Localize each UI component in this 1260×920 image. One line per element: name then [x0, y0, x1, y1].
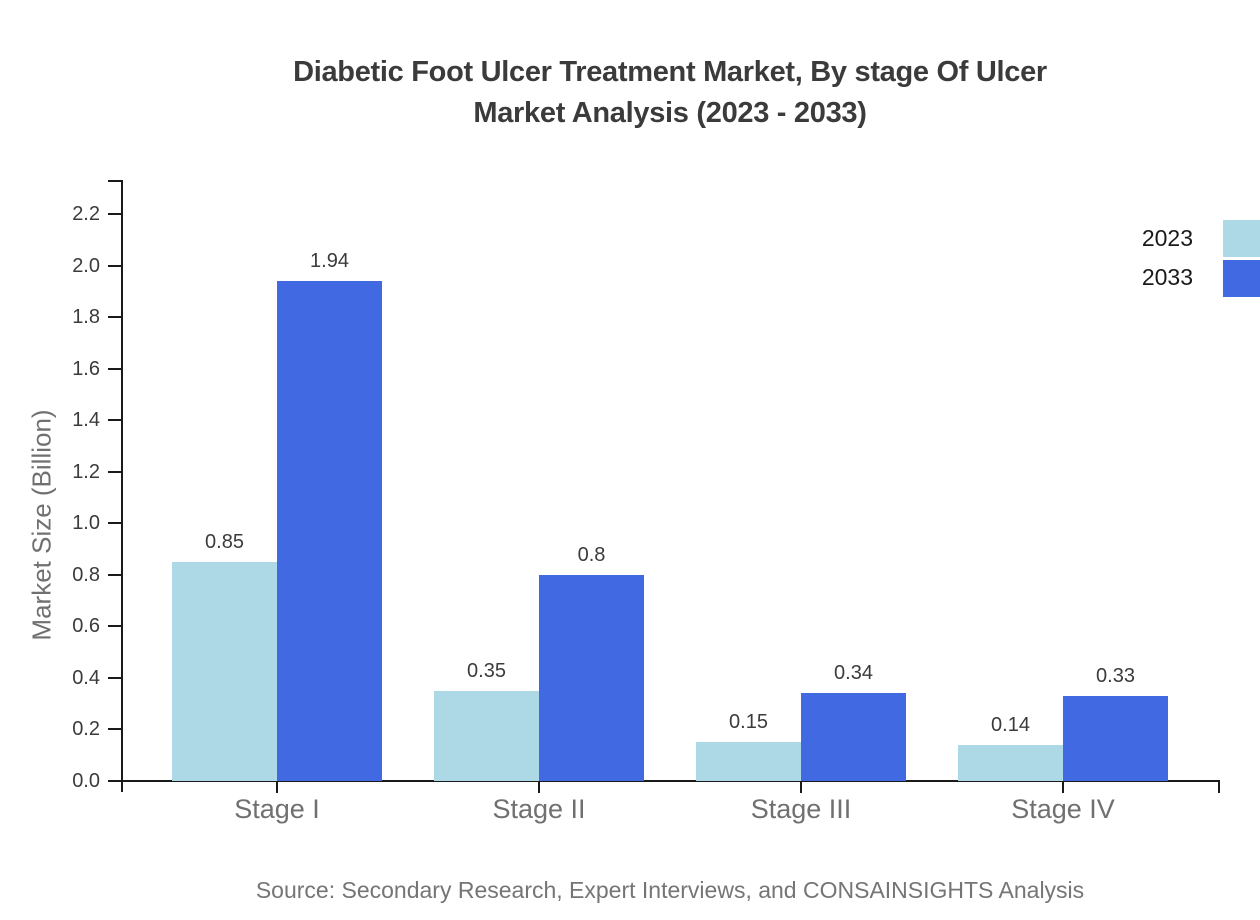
bar-value-label: 0.85 [205, 531, 244, 554]
x-axis-end-cap [1218, 781, 1220, 793]
x-tick [276, 781, 278, 793]
legend-label-2033: 2033 [1141, 264, 1193, 290]
y-tick-label: 0.8 [72, 563, 100, 586]
bar-value-label: 0.14 [991, 713, 1030, 736]
legend-swatch-2033 [1223, 260, 1260, 297]
y-tick [108, 316, 122, 319]
bar-2033-stage-i [277, 281, 382, 781]
y-tick [108, 522, 122, 525]
y-tick [108, 213, 122, 216]
y-tick [108, 728, 122, 731]
y-axis-end-cap [108, 180, 122, 182]
y-tick [108, 470, 122, 473]
legend-label-2023: 2023 [1141, 225, 1193, 251]
y-tick-label: 1.6 [72, 357, 100, 380]
x-category-label-stage-iv: Stage IV [1011, 794, 1115, 824]
chart-title-line1: Diabetic Foot Ulcer Treatment Market, By… [293, 56, 1047, 88]
x-category-label-stage-ii: Stage II [492, 794, 586, 824]
bar-value-label: 0.35 [467, 659, 506, 682]
y-tick-label: 1.2 [72, 460, 100, 483]
y-tick [108, 419, 122, 422]
bar-2033-stage-ii [539, 574, 644, 781]
x-tick [1062, 781, 1064, 793]
y-tick-label: 1.4 [72, 409, 100, 432]
bar-2023-stage-ii [434, 690, 539, 781]
y-tick-label: 2.0 [72, 254, 100, 277]
bar-value-label: 0.34 [834, 662, 873, 685]
chart-title-line2: Market Analysis (2023 - 2033) [473, 97, 867, 129]
x-category-label-stage-iii: Stage III [750, 794, 852, 824]
bar-value-label: 0.8 [577, 543, 606, 566]
bar-value-label: 1.94 [310, 250, 349, 273]
x-tick [800, 781, 802, 793]
bar-2033-stage-iii [801, 693, 906, 781]
y-tick-label: 2.2 [72, 203, 100, 226]
y-tick [108, 676, 122, 679]
y-tick-label: 0.2 [72, 718, 100, 741]
y-tick [108, 264, 122, 267]
y-tick-label: 1.0 [72, 512, 100, 535]
chart-title: Diabetic Foot Ulcer Treatment Market, By… [110, 52, 1230, 134]
bar-2023-stage-i [172, 562, 277, 781]
source-note: Source: Secondary Research, Expert Inter… [255, 877, 1085, 903]
bar-2033-stage-iv [1063, 695, 1168, 781]
y-tick-label: 1.8 [72, 306, 100, 329]
bar-2023-stage-iii [696, 742, 801, 781]
y-axis-spine [121, 180, 123, 792]
y-tick [108, 367, 122, 370]
y-tick-label: 0.4 [72, 666, 100, 689]
y-tick-label: 0.0 [72, 770, 100, 792]
y-tick [108, 625, 122, 628]
x-tick [538, 781, 540, 793]
legend-swatch-2023 [1223, 220, 1260, 257]
bar-2023-stage-iv [958, 744, 1063, 781]
bar-value-label: 0.33 [1096, 664, 1135, 687]
x-category-label-stage-i: Stage I [234, 794, 320, 824]
x-axis-spine [108, 780, 1220, 782]
y-tick [108, 573, 122, 576]
bar-value-label: 0.15 [729, 711, 768, 734]
y-tick [108, 780, 122, 782]
y-tick-label: 0.6 [72, 615, 100, 638]
